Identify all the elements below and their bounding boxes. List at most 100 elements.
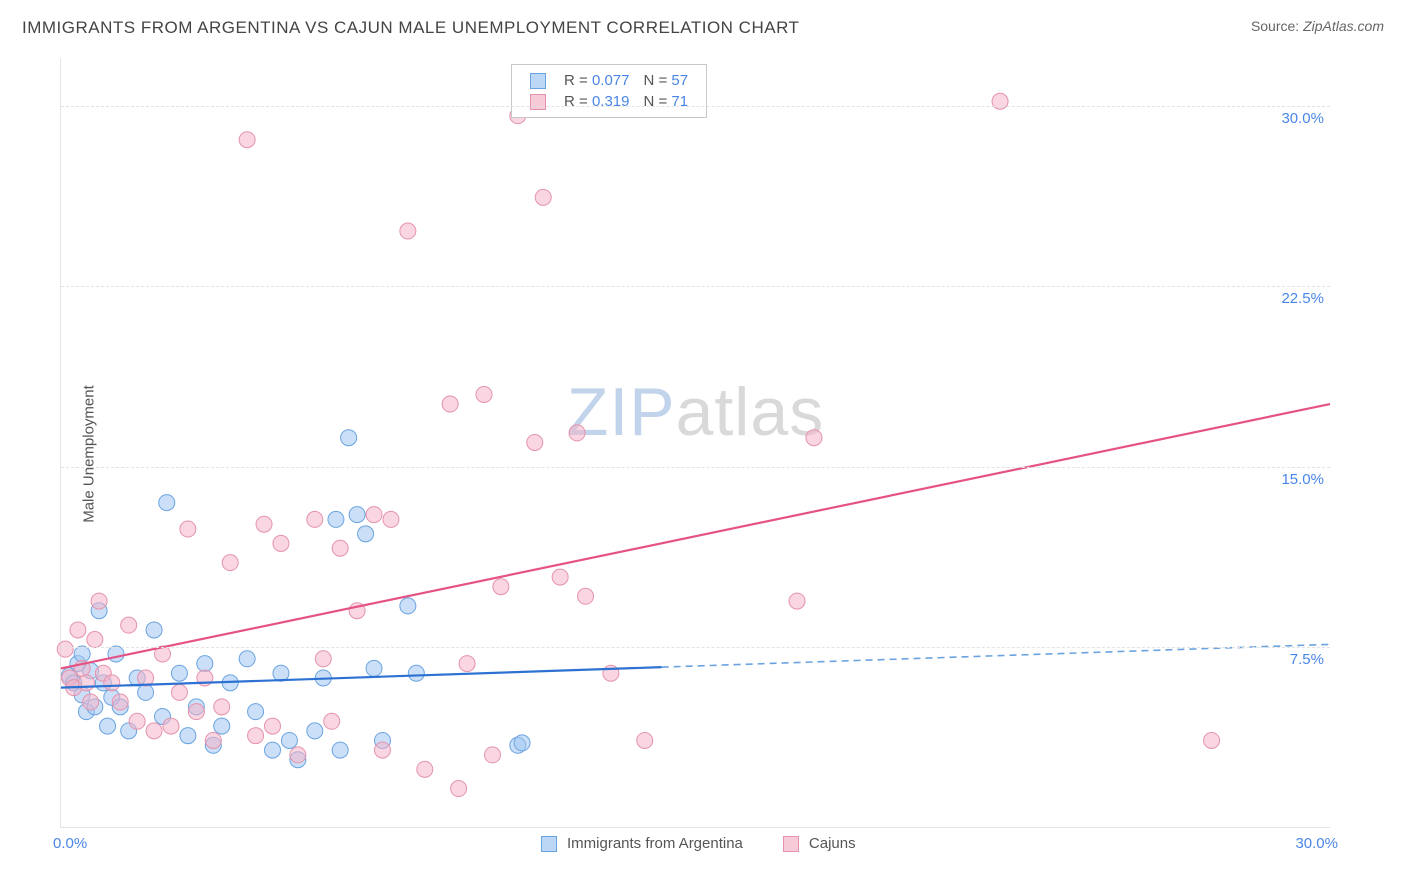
scatter-point-argentina (332, 742, 348, 758)
scatter-point-argentina (328, 511, 344, 527)
scatter-point-cajuns (129, 713, 145, 729)
legend-stats-row-cajuns: R = 0.319 N = 71 (524, 92, 694, 111)
scatter-point-argentina (400, 598, 416, 614)
scatter-point-cajuns (180, 521, 196, 537)
scatter-point-argentina (146, 622, 162, 638)
n-value-argentina: 57 (671, 72, 688, 89)
scatter-point-cajuns (214, 699, 230, 715)
scatter-point-cajuns (789, 593, 805, 609)
scatter-point-argentina (408, 665, 424, 681)
scatter-point-cajuns (256, 516, 272, 532)
y-tick-label: 15.0% (1281, 471, 1324, 488)
legend-label-cajuns: Cajuns (809, 835, 856, 852)
scatter-point-cajuns (121, 617, 137, 633)
scatter-point-cajuns (248, 728, 264, 744)
scatter-point-cajuns (83, 694, 99, 710)
scatter-point-cajuns (476, 386, 492, 402)
swatch-pink-icon (530, 94, 546, 110)
scatter-point-cajuns (459, 656, 475, 672)
r-label: R = (564, 93, 588, 110)
y-tick-label: 30.0% (1281, 110, 1324, 127)
scatter-point-argentina (358, 526, 374, 542)
scatter-point-argentina (138, 684, 154, 700)
chart-svg (61, 58, 1330, 827)
scatter-point-cajuns (417, 761, 433, 777)
legend-series: Immigrants from Argentina Cajuns (541, 835, 856, 852)
scatter-point-cajuns (1204, 732, 1220, 748)
source-label: Source: (1251, 18, 1303, 34)
swatch-blue-icon (530, 73, 546, 89)
legend-item-cajuns: Cajuns (783, 835, 856, 852)
legend-label-argentina: Immigrants from Argentina (567, 835, 743, 852)
scatter-point-argentina (273, 665, 289, 681)
n-label: N = (643, 72, 667, 89)
gridline (61, 106, 1330, 107)
scatter-point-cajuns (265, 718, 281, 734)
scatter-point-cajuns (91, 593, 107, 609)
scatter-point-cajuns (493, 579, 509, 595)
scatter-point-cajuns (527, 435, 543, 451)
x-tick-min: 0.0% (53, 835, 87, 852)
scatter-point-argentina (100, 718, 116, 734)
scatter-point-cajuns (484, 747, 500, 763)
scatter-point-cajuns (57, 641, 73, 657)
scatter-point-argentina (171, 665, 187, 681)
legend-stats-row-argentina: R = 0.077 N = 57 (524, 71, 694, 90)
scatter-point-cajuns (535, 189, 551, 205)
swatch-pink-icon (783, 836, 799, 852)
scatter-point-argentina (159, 495, 175, 511)
scatter-point-argentina (341, 430, 357, 446)
scatter-point-argentina (514, 735, 530, 751)
scatter-point-cajuns (332, 540, 348, 556)
r-label: R = (564, 72, 588, 89)
scatter-point-argentina (248, 704, 264, 720)
scatter-point-cajuns (315, 651, 331, 667)
trendline-cajuns (61, 404, 1330, 668)
scatter-point-cajuns (290, 747, 306, 763)
scatter-point-cajuns (87, 632, 103, 648)
scatter-point-argentina (281, 732, 297, 748)
scatter-point-cajuns (383, 511, 399, 527)
scatter-point-cajuns (188, 704, 204, 720)
scatter-point-cajuns (578, 588, 594, 604)
n-value-cajuns: 71 (671, 93, 688, 110)
trendline-argentina-dash (662, 644, 1330, 667)
scatter-point-cajuns (163, 718, 179, 734)
swatch-blue-icon (541, 836, 557, 852)
n-label: N = (643, 93, 667, 110)
r-value-argentina: 0.077 (592, 72, 630, 89)
legend-stats-box: R = 0.077 N = 57 R = 0.319 N = 71 (511, 64, 707, 118)
scatter-point-cajuns (374, 742, 390, 758)
x-tick-max: 30.0% (1295, 835, 1338, 852)
scatter-point-argentina (74, 646, 90, 662)
scatter-point-cajuns (324, 713, 340, 729)
scatter-point-cajuns (70, 622, 86, 638)
y-tick-label: 7.5% (1290, 651, 1324, 668)
scatter-point-cajuns (569, 425, 585, 441)
scatter-point-cajuns (400, 223, 416, 239)
scatter-point-cajuns (307, 511, 323, 527)
scatter-point-cajuns (78, 675, 94, 691)
source-attribution: Source: ZipAtlas.com (1251, 18, 1384, 34)
source-value: ZipAtlas.com (1303, 18, 1384, 34)
gridline (61, 467, 1330, 468)
scatter-point-cajuns (239, 132, 255, 148)
scatter-point-cajuns (146, 723, 162, 739)
scatter-point-cajuns (222, 555, 238, 571)
scatter-point-argentina (307, 723, 323, 739)
gridline (61, 647, 1330, 648)
scatter-point-cajuns (552, 569, 568, 585)
scatter-point-argentina (349, 507, 365, 523)
legend-item-argentina: Immigrants from Argentina (541, 835, 743, 852)
scatter-point-cajuns (366, 507, 382, 523)
scatter-point-argentina (108, 646, 124, 662)
scatter-point-argentina (197, 656, 213, 672)
scatter-point-argentina (366, 660, 382, 676)
scatter-point-cajuns (112, 694, 128, 710)
scatter-point-cajuns (806, 430, 822, 446)
scatter-point-cajuns (451, 781, 467, 797)
plot-area: ZIPatlas R = 0.077 N = 57 R = 0.319 N = … (60, 58, 1330, 828)
gridline (61, 286, 1330, 287)
y-tick-label: 22.5% (1281, 290, 1324, 307)
r-value-cajuns: 0.319 (592, 93, 630, 110)
